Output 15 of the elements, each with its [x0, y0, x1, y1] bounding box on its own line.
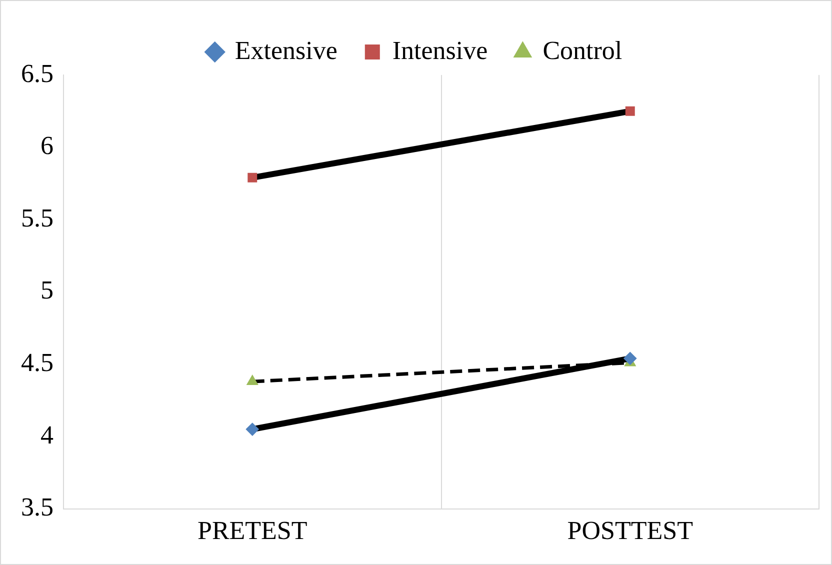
y-tick-label: 6 [40, 131, 54, 160]
legend-label: Intensive [392, 36, 488, 65]
y-tick-label: 4.5 [21, 348, 54, 378]
y-tick-label: 5.5 [21, 203, 54, 232]
y-tick-label: 6.5 [21, 58, 54, 88]
y-tick-label: 3.5 [21, 492, 54, 522]
legend-label: Control [542, 36, 622, 65]
y-tick-label: 4 [40, 420, 54, 450]
y-tick-label: 5 [40, 276, 54, 305]
point [246, 422, 259, 436]
x-tick-label: PRETEST [197, 516, 308, 546]
x-tick-label: POSTTEST [567, 516, 694, 546]
point [248, 172, 258, 182]
point [625, 106, 635, 116]
legend-label: Extensive [234, 36, 338, 65]
